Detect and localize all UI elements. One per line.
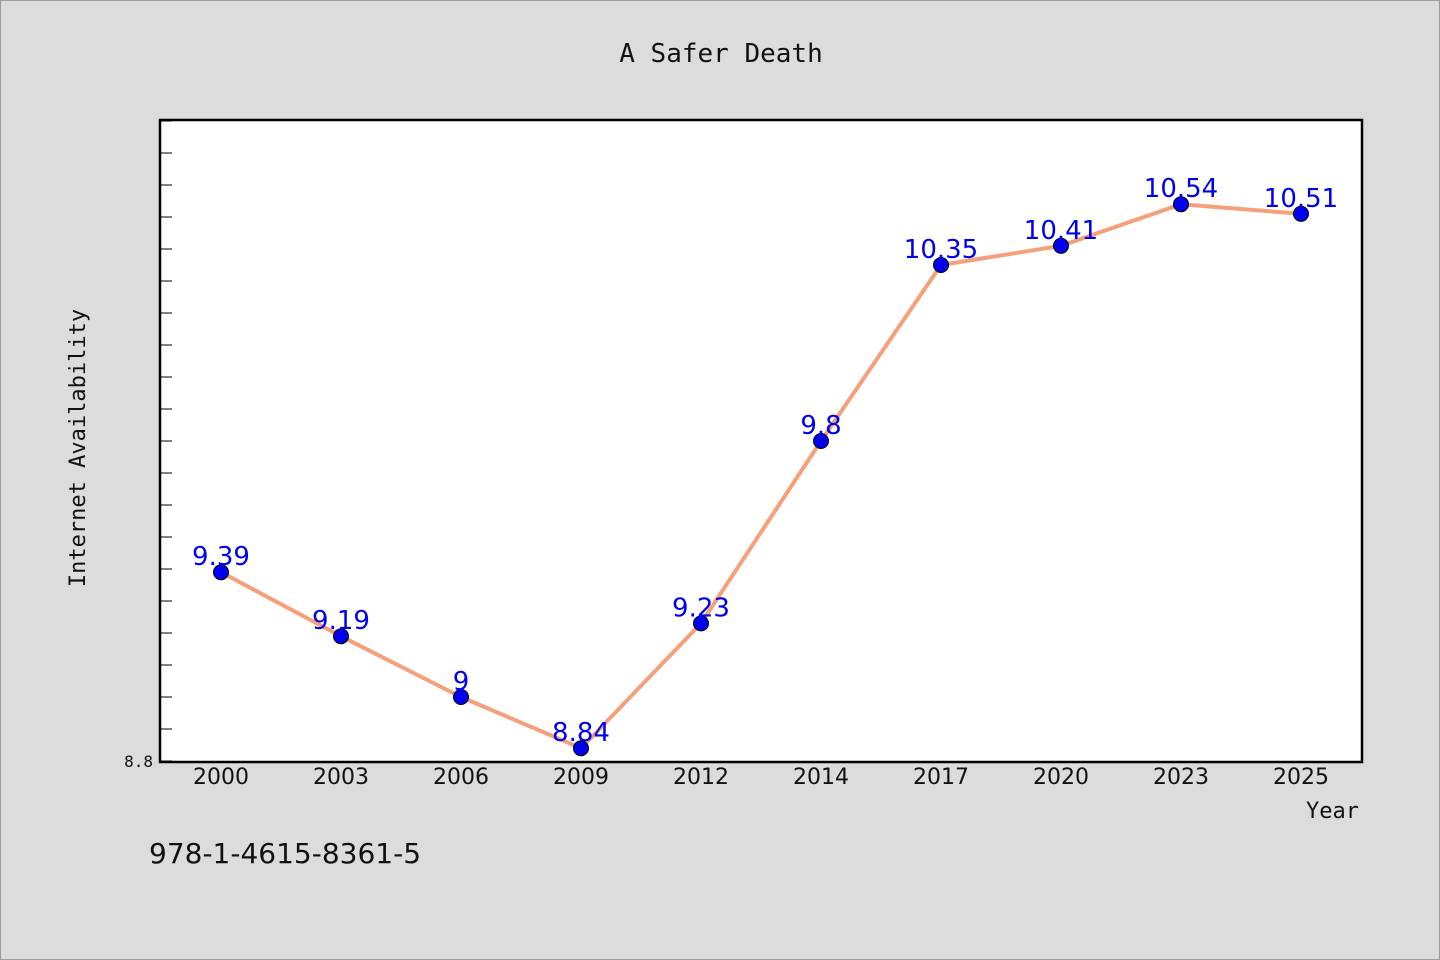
data-label: 9	[453, 667, 470, 697]
data-point	[213, 564, 229, 581]
y-axis-ticks: 8.8	[124, 120, 172, 771]
data-label: 10.54	[1144, 174, 1218, 204]
x-tick-label: 2023	[1153, 765, 1209, 790]
x-axis-ticks: 2000 2003 2006 2009 2012 2014 2017 2020 2023 2025	[193, 765, 1329, 790]
x-tick-label: 2000	[193, 765, 249, 790]
y-axis-label: Internet Availability	[66, 309, 91, 587]
x-tick-label: 2017	[913, 765, 969, 790]
isbn-text: 978-1-4615-8361-5	[149, 837, 422, 870]
data-point	[1173, 196, 1189, 213]
x-axis-label: Year	[1306, 799, 1359, 824]
data-label: 9.23	[672, 593, 730, 623]
data-point	[813, 433, 829, 449]
x-tick-label: 2003	[313, 765, 369, 790]
chart-title: A Safer Death	[619, 39, 823, 69]
data-point	[933, 257, 949, 273]
data-point	[1053, 237, 1069, 254]
series-line	[219, 202, 1303, 751]
data-label: 10.51	[1264, 184, 1338, 214]
x-tick-label: 2025	[1273, 765, 1329, 790]
data-label: 10.41	[1024, 216, 1098, 246]
x-tick-label: 2020	[1033, 765, 1089, 790]
x-tick-label: 2014	[793, 765, 849, 790]
plot-area	[158, 118, 1364, 764]
data-point	[693, 615, 709, 632]
series-layer: 9.39 9.19 9 8.84 9.23 9.8 10.35 10.41 10.54 10.51	[192, 174, 1338, 757]
data-point	[453, 689, 469, 705]
data-point	[333, 628, 349, 645]
data-label: 10.35	[904, 235, 978, 265]
data-label: 9.39	[192, 542, 250, 572]
data-label: 8.84	[552, 718, 610, 748]
x-tick-label: 2006	[433, 765, 489, 790]
data-point	[1293, 205, 1309, 222]
data-label: 9.8	[800, 411, 841, 441]
data-point	[573, 740, 589, 757]
y-tick-label: 8.8	[124, 752, 153, 771]
data-label: 9.19	[312, 606, 370, 636]
x-tick-label: 2012	[673, 765, 729, 790]
x-tick-label: 2009	[553, 765, 609, 790]
